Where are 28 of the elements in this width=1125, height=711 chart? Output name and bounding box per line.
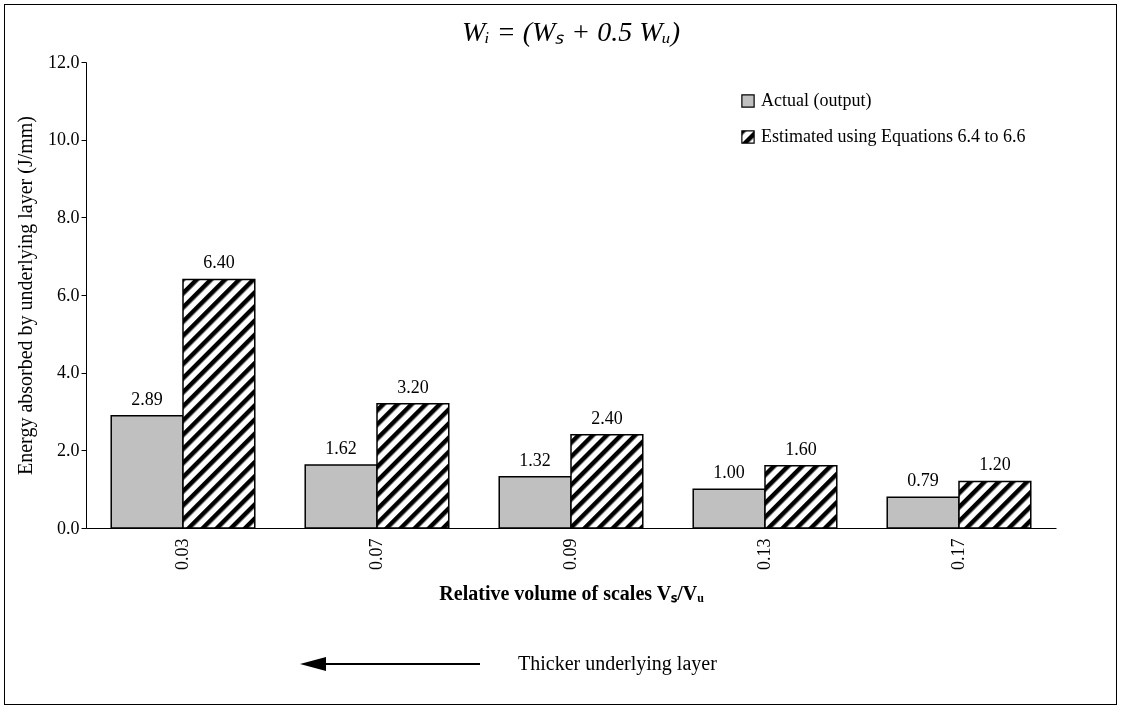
y-tick-label: 10.0 — [48, 129, 80, 150]
data-label: 1.20 — [979, 454, 1011, 475]
x-tick-label: 0.03 — [172, 538, 192, 570]
y-tick-label: 2.0 — [57, 439, 80, 460]
y-tick-label: 0.0 — [57, 517, 80, 538]
legend-label: Actual (output) — [761, 90, 872, 111]
data-label: 6.40 — [203, 252, 235, 273]
x-tick-label: 0.13 — [754, 538, 774, 570]
text: Thicker underlying layer — [518, 652, 717, 675]
y-tick-label: 8.0 — [57, 206, 80, 227]
x-tick-label: 0.17 — [948, 538, 968, 570]
data-label: 1.00 — [713, 462, 745, 483]
x-tick-label: 0.09 — [560, 538, 580, 570]
data-label: 3.20 — [397, 376, 429, 397]
data-label: 0.79 — [907, 470, 939, 491]
data-label: 1.32 — [519, 449, 551, 470]
chart-title: Wᵢ = (Wₛ + 0.5 Wᵤ) — [461, 16, 681, 47]
x-tick-label: 0.07 — [366, 538, 386, 570]
y-tick-label: 4.0 — [57, 362, 80, 383]
data-label: 1.60 — [785, 438, 817, 459]
data-label: 2.40 — [591, 407, 623, 428]
y-tick-label: 6.0 — [57, 284, 80, 305]
y-tick-label: 12.0 — [48, 51, 80, 72]
legend-label: Estimated using Equations 6.4 to 6.6 — [761, 126, 1026, 146]
x-axis-title: Relative volume of scales Vₛ/Vᵤ — [439, 582, 705, 604]
data-label: 1.62 — [325, 438, 357, 459]
data-label: 2.89 — [131, 388, 163, 409]
y-axis-title: Energy absorbed by underlying layer (J/mm) — [14, 116, 37, 475]
